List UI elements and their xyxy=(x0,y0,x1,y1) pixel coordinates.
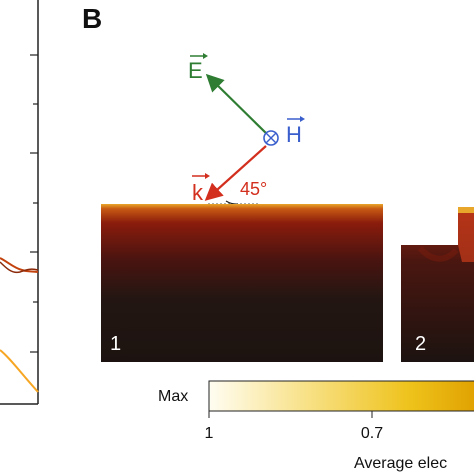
e-vector-overarrow-head xyxy=(203,53,208,59)
angle-arc xyxy=(225,200,239,205)
panel-a-curve-light xyxy=(0,349,39,393)
h-vector-label: H xyxy=(286,122,302,147)
field-vectors-diagram: E H k 45° xyxy=(188,53,305,205)
map-label-1: 1 xyxy=(110,333,121,355)
map-label-2: 2 xyxy=(415,333,426,355)
h-vector-overarrow-head xyxy=(300,116,305,122)
h-into-page-icon xyxy=(263,130,279,146)
k-vector-arrow xyxy=(204,145,267,201)
panel-a-plot-fragment xyxy=(0,0,39,405)
colorbar-title: Average elec xyxy=(354,455,447,472)
panel-label: B xyxy=(82,3,102,34)
colorbar-gradient xyxy=(208,380,474,412)
e-vector-label: E xyxy=(188,58,203,83)
field-map-1: 1 xyxy=(101,204,383,362)
panel-a-curve-dark xyxy=(0,257,39,273)
angle-label: 45° xyxy=(240,179,267,199)
colorbar: Max 1 0.7 Average elec xyxy=(158,380,474,472)
k-vector-overarrow-head xyxy=(205,173,210,179)
colorbar-tick-label-2: 0.7 xyxy=(361,425,383,442)
k-vector-label: k xyxy=(192,180,204,205)
field-map-2: 2 xyxy=(401,207,474,362)
panel-a-curve-dark-2 xyxy=(0,261,39,274)
colorbar-max-label: Max xyxy=(158,388,188,405)
e-vector-arrow xyxy=(205,73,272,139)
colorbar-tick-label-1: 1 xyxy=(205,425,214,442)
